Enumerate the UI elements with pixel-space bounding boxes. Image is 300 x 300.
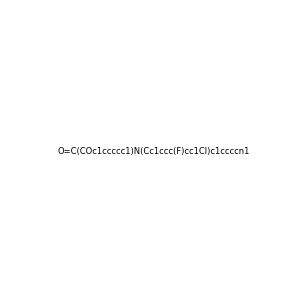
Text: O=C(COc1ccccc1)N(Cc1ccc(F)cc1Cl)c1ccccn1: O=C(COc1ccccc1)N(Cc1ccc(F)cc1Cl)c1ccccn1 xyxy=(58,147,250,156)
